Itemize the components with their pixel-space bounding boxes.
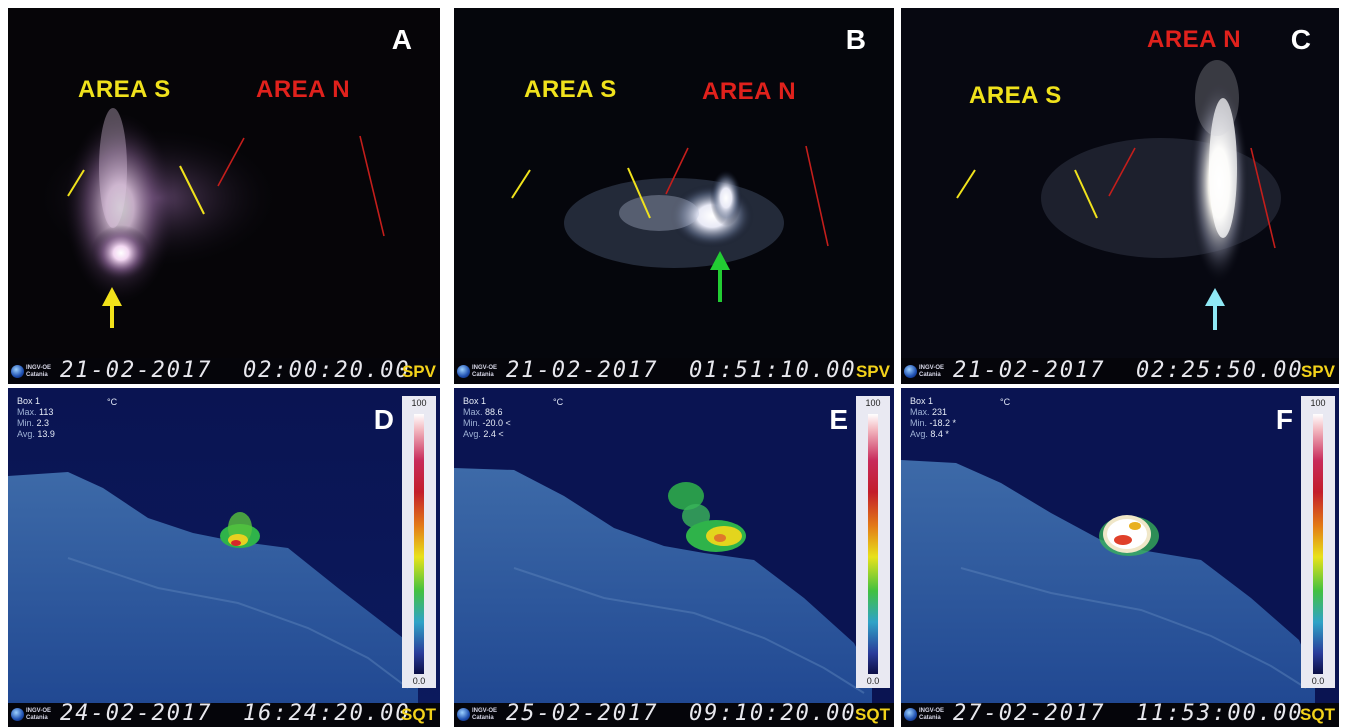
temperature-unit: °C xyxy=(1000,397,1011,407)
camera-code: SQT xyxy=(1300,705,1335,724)
area-n-marker-lines xyxy=(665,145,829,247)
panel-letter: B xyxy=(845,24,866,55)
avg-value: 13.9 xyxy=(37,429,55,439)
timestamp: 24-02-2017 16:24:20.00 xyxy=(60,701,411,726)
camera-code: SQT xyxy=(401,705,436,724)
panel-e: Box 1 Max. 88.6 Min. -20.0 < Avg. 2.4 < … xyxy=(454,388,894,727)
panel-letter: A xyxy=(391,24,412,55)
scale-max: 100 xyxy=(865,398,881,408)
camera-code: SPV xyxy=(401,362,436,381)
color-scale: 100 0.0 xyxy=(1301,396,1335,688)
max-value: 113 xyxy=(39,407,54,417)
panel-a: A AREA S AREA N INGV-OE Catania 21-02-201… xyxy=(8,8,440,384)
panel-d-thermal-image xyxy=(8,388,440,727)
min-value-row: Min. -18.2 * xyxy=(910,418,957,428)
area-s-label: AREA S xyxy=(524,76,617,103)
timestamp: 21-02-2017 01:51:10.00 xyxy=(506,358,857,383)
box-label: Box 1 xyxy=(463,396,487,406)
panel-d: Box 1 Max. 113 Min. 2.3 Avg. 13.9 °C D 1… xyxy=(8,388,440,727)
ingv-globe-icon: INGV-OE Catania xyxy=(11,365,55,379)
up-arrow-icon xyxy=(102,287,122,328)
max-value-row: Max. 231 xyxy=(910,407,948,417)
avg-value-row: Avg. 2.4 < xyxy=(463,429,504,439)
color-scale: 100 0.0 xyxy=(402,396,436,688)
ingv-globe-icon: INGV-OE Catania xyxy=(904,708,948,722)
timestamp: 21-02-2017 02:00:20.00 xyxy=(60,358,411,383)
min-value: 2.3 xyxy=(36,418,50,428)
panel-a-image xyxy=(8,8,440,384)
scale-max: 100 xyxy=(1310,398,1326,408)
measurement-box: Box 1 Max. 88.6 Min. -20.0 < Avg. 2.4 < xyxy=(463,396,511,440)
up-arrow-icon xyxy=(710,251,730,302)
min-value: -18.2 * xyxy=(929,418,957,428)
panel-b-image xyxy=(454,8,894,384)
measurement-box: Box 1 Max. 231 Min. -18.2 * Avg. 8.4 * xyxy=(910,396,956,440)
max-value: 88.6 xyxy=(485,407,503,417)
ingv-globe-icon: INGV-OE Catania xyxy=(457,365,501,379)
ingv-globe-icon: INGV-OE Catania xyxy=(11,708,55,722)
panel-letter: D xyxy=(373,404,394,435)
timestamp: 27-02-2017 11:53:00.00 xyxy=(953,701,1304,726)
min-value: -20.0 < xyxy=(482,418,511,428)
color-scale-bar xyxy=(868,414,878,674)
area-s-marker-lines xyxy=(511,167,651,219)
box-label: Box 1 xyxy=(17,396,41,406)
color-scale: 100 0.0 xyxy=(856,396,890,688)
area-s-label: AREA S xyxy=(78,76,171,103)
panel-c-image xyxy=(901,8,1339,384)
box-label: Box 1 xyxy=(910,396,934,406)
color-scale-bar xyxy=(1313,414,1323,674)
panel-letter: F xyxy=(1275,404,1293,435)
panel-f-thermal-image xyxy=(901,388,1339,727)
camera-code: SPV xyxy=(1300,362,1335,381)
panel-f: Box 1 Max. 231 Min. -18.2 * Avg. 8.4 * °… xyxy=(901,388,1339,727)
area-n-label: AREA N xyxy=(1147,26,1242,53)
panel-e-thermal-image xyxy=(454,388,894,727)
max-value: 231 xyxy=(932,407,948,417)
max-value-row: Max. 113 xyxy=(17,407,54,417)
timestamp-bar: INGV-OE Catania 25-02-2017 09:10:20.00 SQ… xyxy=(454,701,894,727)
avg-value: 8.4 * xyxy=(930,429,949,439)
ingv-globe-icon: INGV-OE Catania xyxy=(904,365,948,379)
avg-value-row: Avg. 8.4 * xyxy=(910,429,949,439)
avg-value: 2.4 < xyxy=(483,429,504,439)
scale-min: 0.0 xyxy=(866,676,880,686)
area-s-marker-lines xyxy=(67,165,205,215)
avg-value-row: Avg. 13.9 xyxy=(17,429,55,439)
area-n-marker-lines xyxy=(217,135,385,237)
timestamp: 21-02-2017 02:25:50.00 xyxy=(953,358,1304,383)
up-arrow-icon xyxy=(1205,288,1225,330)
panel-letter: E xyxy=(829,404,848,435)
ingv-globe-icon: INGV-OE Catania xyxy=(457,708,501,722)
area-n-label: AREA N xyxy=(256,76,351,103)
area-n-marker-lines xyxy=(1108,147,1276,249)
timestamp-bar: INGV-OE Catania 24-02-2017 16:24:20.00 SQ… xyxy=(8,701,440,727)
min-value-row: Min. -20.0 < xyxy=(463,418,511,428)
timestamp-bar: INGV-OE Catania 27-02-2017 11:53:00.00 SQ… xyxy=(901,701,1339,727)
area-n-label: AREA N xyxy=(702,78,797,105)
panel-b: B AREA S AREA N INGV-OE Catania 21-02-201… xyxy=(454,8,894,384)
scale-min: 0.0 xyxy=(1311,676,1325,686)
scale-min: 0.0 xyxy=(412,676,426,686)
panel-c: C AREA S AREA N INGV-OE Catania 21-02-201… xyxy=(901,8,1339,384)
min-value-row: Min. 2.3 xyxy=(17,418,50,428)
panel-letter: C xyxy=(1290,24,1311,55)
timestamp-bar: INGV-OE Catania 21-02-2017 02:25:50.00 SP… xyxy=(901,358,1339,384)
area-s-label: AREA S xyxy=(969,82,1062,109)
timestamp-bar: INGV-OE Catania 21-02-2017 01:51:10.00 SP… xyxy=(454,358,894,384)
color-scale-bar xyxy=(414,414,424,674)
camera-code: SQT xyxy=(855,705,890,724)
timestamp-bar: INGV-OE Catania 21-02-2017 02:00:20.00 SP… xyxy=(8,358,440,384)
area-s-marker-lines xyxy=(956,169,1098,219)
measurement-box: Box 1 Max. 113 Min. 2.3 Avg. 13.9 xyxy=(17,396,55,440)
temperature-unit: °C xyxy=(107,397,118,407)
max-value-row: Max. 88.6 xyxy=(463,407,503,417)
timestamp: 25-02-2017 09:10:20.00 xyxy=(506,701,857,726)
temperature-unit: °C xyxy=(553,397,564,407)
scale-max: 100 xyxy=(411,398,427,408)
camera-code: SPV xyxy=(855,362,890,381)
